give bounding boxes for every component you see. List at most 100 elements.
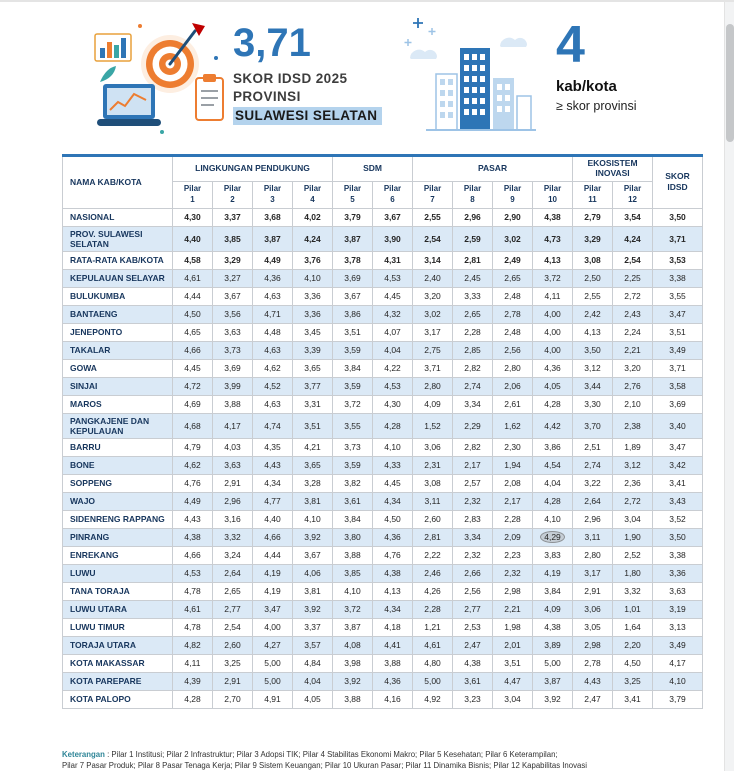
pilar-value: 3,87	[252, 225, 293, 252]
row-name: TANA TORAJA	[62, 581, 173, 601]
table-row-soppeng: SOPPENG 4,76 2,91 4,34 3,28 3,82 4,45 3,08 2,57 2…	[62, 473, 704, 493]
row-score: 3,42	[652, 455, 704, 475]
pilar-value: 3,51	[332, 322, 373, 342]
pilar-value: 3,20	[612, 358, 654, 378]
pilar-value: 3,45	[292, 322, 333, 342]
pilar-value: 4,29	[532, 527, 574, 547]
pilar-value: 4,10	[332, 581, 373, 601]
scrollbar-thumb[interactable]	[726, 24, 734, 142]
pilar-value: 3,47	[252, 599, 293, 619]
scrollbar[interactable]	[724, 2, 734, 771]
row-score: 3,38	[652, 545, 704, 565]
pilar-value: 4,13	[532, 250, 574, 270]
pilar-value: 4,27	[252, 635, 293, 655]
pilar-value: 2,17	[492, 491, 534, 511]
row-name: SINJAI	[62, 376, 173, 396]
score-title-line2: PROVINSI	[233, 89, 301, 104]
pilar-value: 2,80	[492, 358, 534, 378]
legend-label: Keterangan	[62, 750, 105, 759]
pilar-value: 3,92	[292, 527, 333, 547]
pilar-value: 2,65	[492, 268, 534, 288]
pilar-value: 3,87	[332, 225, 373, 252]
table-row-barru: BARRU 4,79 4,03 4,35 4,21 3,73 4,10 3,06 2,82 2,3…	[62, 437, 704, 457]
row-score: 3,50	[652, 207, 704, 227]
kabkota-count-condition: ≥ skor provinsi	[556, 98, 637, 113]
pilar-value: 2,82	[452, 437, 494, 457]
table-row-kota-makassar: KOTA MAKASSAR 4,11 3,25 5,00 4,84 3,98 3,88 4,8…	[62, 653, 704, 673]
pilar-value: 3,28	[292, 473, 333, 493]
pilar-value: 4,08	[332, 635, 373, 655]
row-score: 3,19	[652, 599, 704, 619]
pilar-value: 4,36	[252, 268, 293, 288]
table-row-luwu: LUWU 4,53 2,64 4,19 4,06 3,85 4,38 2,46 2,66 2,32…	[62, 563, 704, 583]
highlighted-value: 4,29	[540, 531, 565, 544]
pilar-value: 4,22	[371, 358, 414, 378]
pilar-value: 4,36	[532, 358, 574, 378]
pilar-value: 4,33	[371, 455, 414, 475]
pilar-value: 4,04	[371, 340, 414, 360]
pilar-value: 2,01	[492, 635, 534, 655]
row-score: 3,13	[652, 617, 704, 637]
pilar-value: 3,65	[292, 455, 333, 475]
pilar-value: 4,44	[252, 545, 293, 565]
pilar-value: 2,77	[452, 599, 494, 619]
pilar-value: 4,19	[252, 581, 293, 601]
pilar-value: 2,09	[492, 527, 534, 547]
row-score: 3,49	[652, 340, 704, 360]
pilar-value: 3,08	[572, 250, 614, 270]
pilar-value: 3,29	[212, 250, 253, 270]
pilar-value: 2,47	[452, 635, 494, 655]
pilar-value: 4,73	[532, 225, 574, 252]
row-score: 3,58	[652, 376, 704, 396]
pilar-value: 3,24	[212, 545, 253, 565]
pilar-header-5: Pilar 5	[332, 180, 373, 209]
pilar-value: 2,72	[612, 491, 654, 511]
pilar-header-2: Pilar 2	[212, 180, 253, 209]
pilar-value: 2,29	[452, 412, 494, 439]
kabkota-count-value: 4	[556, 16, 585, 74]
pilar-value: 2,98	[492, 581, 534, 601]
pilar-value: 3,11	[572, 527, 614, 547]
pilar-value: 2,56	[452, 581, 494, 601]
pilar-value: 4,49	[172, 491, 213, 511]
pilar-value: 4,10	[292, 268, 333, 288]
legend-line1: : Pilar 1 Institusi; Pilar 2 Infrastrukt…	[107, 750, 558, 759]
pilar-value: 4,31	[371, 250, 414, 270]
pilar-value: 4,38	[371, 563, 414, 583]
pilar-value: 4,10	[371, 437, 414, 457]
pilar-value: 1,94	[492, 455, 534, 475]
pilar-value: 2,65	[212, 581, 253, 601]
pilar-value: 3,34	[452, 394, 494, 414]
pilar-value: 4,78	[172, 617, 213, 637]
pilar-value: 3,61	[452, 671, 494, 691]
pilar-header-1: Pilar 1	[172, 180, 213, 209]
pilar-value: 2,70	[212, 689, 253, 709]
row-name: LUWU TIMUR	[62, 617, 173, 637]
pilar-value: 4,05	[532, 376, 574, 396]
pilar-value: 3,06	[572, 599, 614, 619]
pilar-value: 4,17	[212, 412, 253, 439]
pilar-value: 4,19	[532, 563, 574, 583]
pilar-value: 3,32	[612, 581, 654, 601]
pilar-value: 3,79	[332, 207, 373, 227]
group-header-lingkungan-pendukung: LINGKUNGAN PENDUKUNG	[172, 155, 333, 182]
pilar-value: 3,16	[212, 509, 253, 529]
pilar-value: 2,57	[452, 473, 494, 493]
pilar-value: 3,72	[532, 268, 574, 288]
pilar-value: 2,82	[452, 358, 494, 378]
pilar-value: 3,69	[212, 358, 253, 378]
row-score: 3,49	[652, 635, 704, 655]
kabkota-count-unit: kab/kota	[556, 77, 617, 95]
row-name: RATA-RATA KAB/KOTA	[62, 250, 173, 270]
pilar-value: 2,76	[612, 376, 654, 396]
pilar-value: 3,63	[212, 455, 253, 475]
report-header: 3,71 SKOR IDSD 2025 PROVINSI SULAWESI SE…	[0, 2, 734, 154]
pilar-value: 3,70	[572, 412, 614, 439]
pilar-value: 2,96	[212, 491, 253, 511]
table-row-kepulauan-selayar: KEPULAUAN SELAYAR 4,61 3,27 4,36 4,10 3,69 4,5…	[62, 268, 704, 288]
pilar-value: 2,55	[572, 286, 614, 306]
pilar-value: 2,65	[452, 304, 494, 324]
pilar-value: 4,38	[172, 527, 213, 547]
pilar-value: 3,59	[332, 455, 373, 475]
pilar-value: 4,47	[492, 671, 534, 691]
